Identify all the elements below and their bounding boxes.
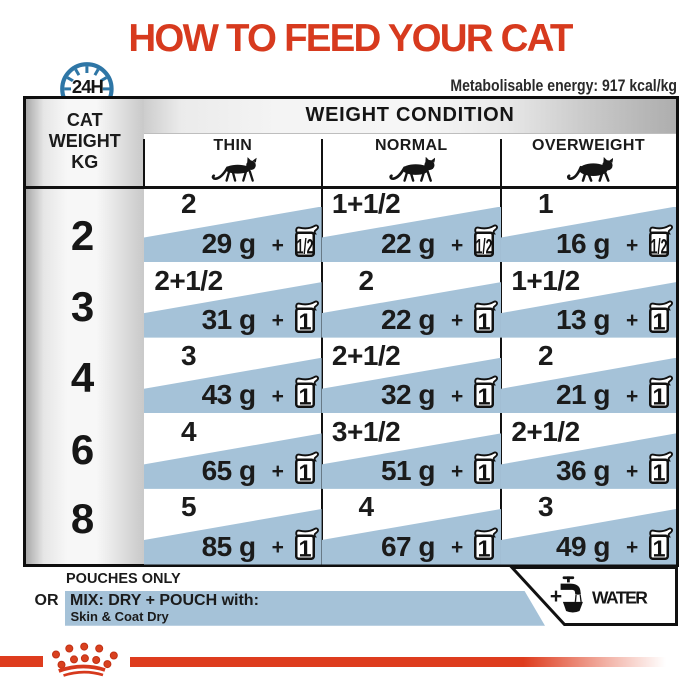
svg-text:1: 1	[298, 535, 311, 561]
svg-text:1: 1	[477, 459, 490, 485]
svg-text:+: +	[550, 585, 562, 608]
svg-text:1: 1	[477, 535, 490, 561]
svg-text:WATER: WATER	[592, 588, 648, 608]
svg-text:1: 1	[652, 535, 665, 561]
svg-text:1: 1	[298, 459, 311, 485]
svg-text:1: 1	[652, 308, 665, 334]
svg-text:1: 1	[477, 308, 490, 334]
svg-text:1: 1	[652, 459, 665, 485]
svg-text:1: 1	[298, 384, 311, 410]
svg-text:1: 1	[477, 384, 490, 410]
svg-text:1/2: 1/2	[476, 236, 493, 259]
svg-text:1/2: 1/2	[296, 236, 313, 259]
svg-text:24H: 24H	[72, 76, 104, 97]
svg-text:1: 1	[652, 384, 665, 410]
svg-text:1/2: 1/2	[651, 236, 668, 259]
svg-text:1: 1	[298, 308, 311, 334]
